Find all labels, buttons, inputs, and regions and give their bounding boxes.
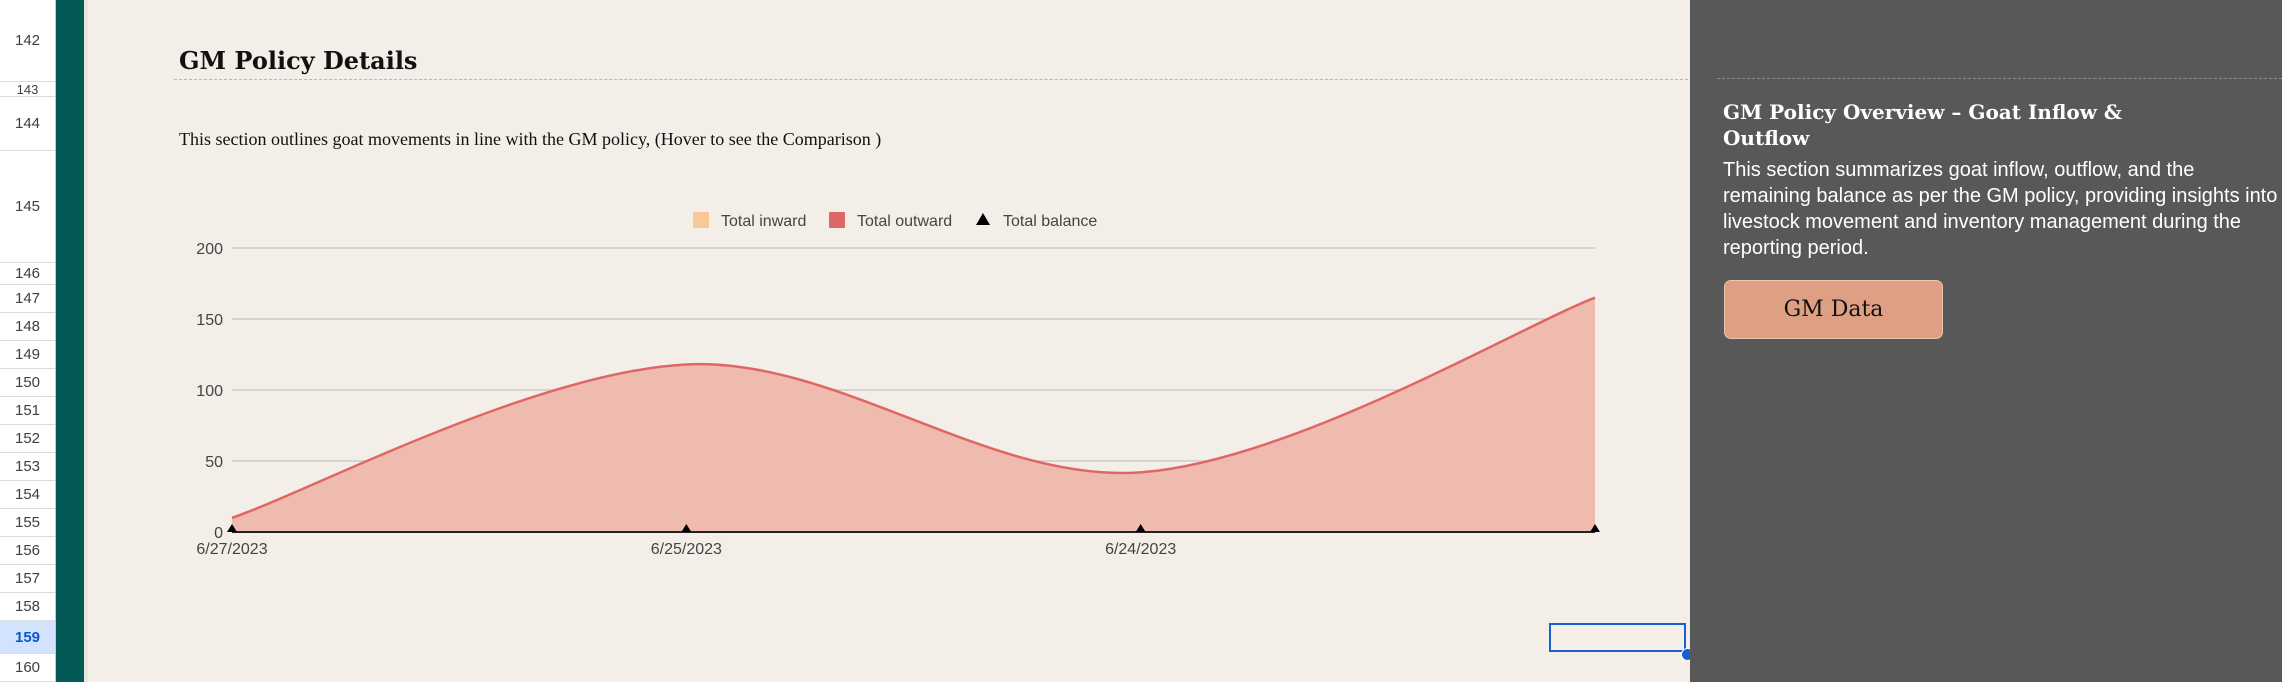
row-header-152[interactable]: 152 [0, 425, 55, 453]
row-header-142[interactable]: 142 [0, 0, 55, 82]
legend-label: Total outward [857, 213, 952, 230]
y-tick-label: 0 [214, 525, 223, 542]
legend-label: Total inward [721, 213, 806, 230]
y-tick-label: 50 [205, 454, 223, 471]
x-axis-ticks: 6/27/2023 6/25/2023 6/24/2023 [196, 541, 1176, 558]
row-header-158[interactable]: 158 [0, 593, 55, 621]
panel-divider [1717, 78, 2282, 79]
row-header-column: 142 143 144 145 146 147 148 149 150 151 … [0, 0, 56, 682]
balance-point[interactable] [681, 524, 692, 532]
row-header-149[interactable]: 149 [0, 341, 55, 369]
y-axis-ticks: 0 50 100 150 200 [196, 241, 223, 542]
row-header-160[interactable]: 160 [0, 654, 55, 682]
row-header-143[interactable]: 143 [0, 82, 55, 97]
balance-point[interactable] [1135, 524, 1146, 532]
title-divider [174, 79, 1688, 80]
section-description: This section outlines goat movements in … [179, 129, 882, 149]
selected-cell[interactable] [1549, 623, 1686, 652]
y-tick-label: 150 [196, 312, 223, 329]
legend-swatch [693, 212, 709, 228]
panel-title: GM Policy Overview – Goat Inflow & Outfl… [1723, 100, 2122, 150]
policy-overview-panel: GM Policy Overview – Goat Inflow & Outfl… [1690, 0, 2282, 682]
legend-label: Total balance [1003, 213, 1097, 230]
x-tick-label: 6/27/2023 [196, 541, 267, 558]
row-header-154[interactable]: 154 [0, 481, 55, 509]
series-total-outward-line[interactable] [231, 296, 1596, 519]
balance-point[interactable] [227, 524, 237, 532]
x-tick-label: 6/24/2023 [1105, 541, 1176, 558]
goat-movement-chart[interactable]: 0 50 100 150 200 6/27/2023 6/25/2023 6/24/2023… [0, 0, 1690, 600]
row-header-151[interactable]: 151 [0, 397, 55, 425]
balance-point[interactable] [1590, 524, 1600, 532]
column-gap-strip [84, 0, 88, 682]
panel-description: This section summarizes goat inflow, out… [1723, 159, 2278, 259]
row-header-145[interactable]: 145 [0, 151, 55, 263]
row-header-153[interactable]: 153 [0, 453, 55, 481]
row-header-157[interactable]: 157 [0, 565, 55, 593]
row-header-150[interactable]: 150 [0, 369, 55, 397]
legend-swatch [976, 213, 990, 225]
row-header-147[interactable]: 147 [0, 285, 55, 313]
y-tick-label: 200 [196, 241, 223, 258]
teal-sidebar-strip [56, 0, 84, 682]
chart-area-layer [227, 296, 1600, 534]
row-header-159[interactable]: 159 [0, 621, 55, 654]
legend-swatch [829, 212, 845, 228]
x-tick-label: 6/25/2023 [651, 541, 722, 558]
row-header-156[interactable]: 156 [0, 537, 55, 565]
y-tick-label: 100 [196, 383, 223, 400]
row-header-148[interactable]: 148 [0, 313, 55, 341]
series-total-outward-area[interactable] [232, 297, 1595, 532]
row-header-146[interactable]: 146 [0, 263, 55, 285]
section-title: GM Policy Details [179, 46, 418, 75]
row-header-144[interactable]: 144 [0, 97, 55, 151]
row-header-155[interactable]: 155 [0, 509, 55, 537]
chart-legend: Total inward Total outward Total balance [693, 212, 1097, 230]
gm-data-button[interactable]: GM Data [1724, 280, 1943, 339]
